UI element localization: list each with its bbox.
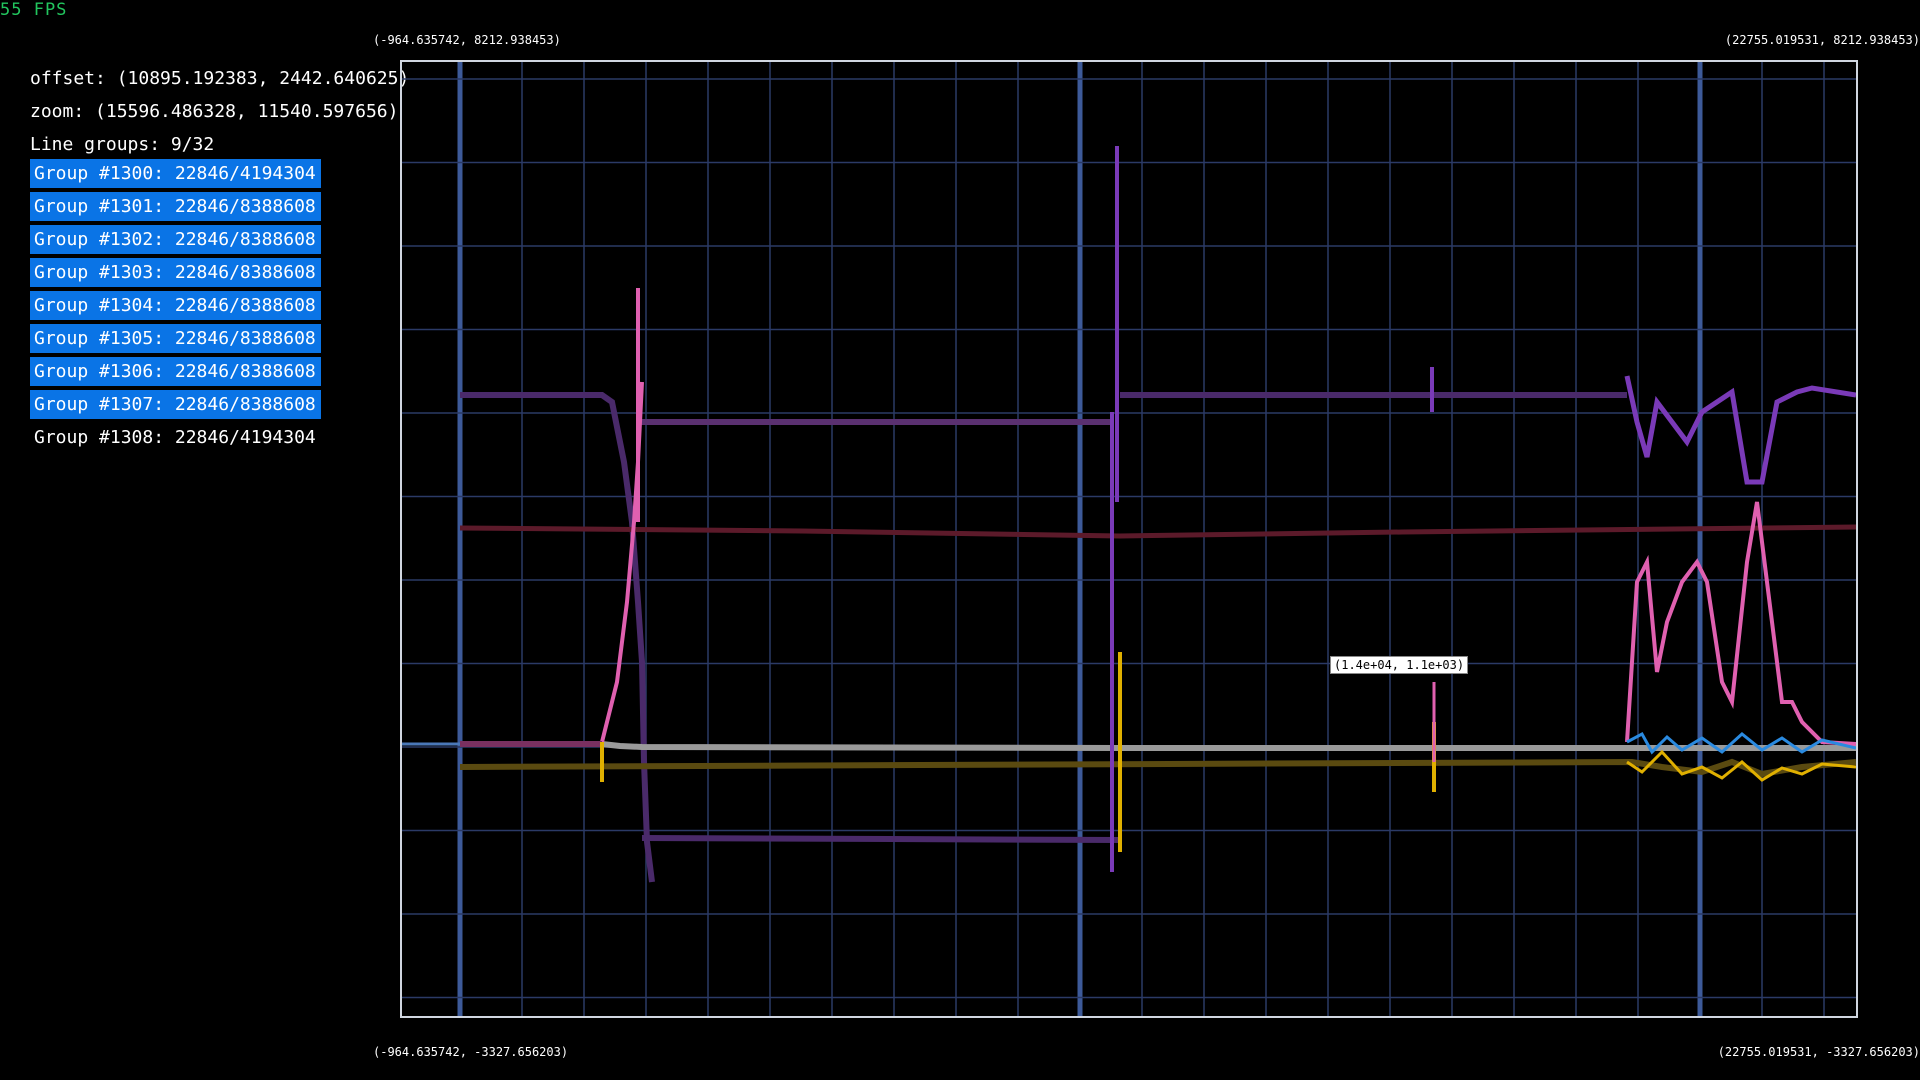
group-item-1305[interactable]: Group #1305: 22846/8388608 — [30, 324, 321, 353]
group-item-1304[interactable]: Group #1304: 22846/8388608 — [30, 291, 321, 320]
plot-canvas[interactable]: (1.4e+04, 1.1e+03) — [400, 60, 1858, 1018]
group-label: Group #1305: 22846/8388608 — [34, 328, 316, 349]
plot-svg — [402, 62, 1856, 1016]
signal-lines — [402, 146, 1856, 883]
group-label: Group #1308: 22846/4194304 — [34, 427, 316, 448]
group-label: Group #1307: 22846/8388608 — [34, 394, 316, 415]
corner-bottom-left-coord: (-964.635742, -3327.656203) — [373, 1045, 569, 1059]
group-label: Group #1301: 22846/8388608 — [34, 196, 316, 217]
group-item-1307[interactable]: Group #1307: 22846/8388608 — [30, 390, 321, 419]
corner-top-right-coord: (22755.019531, 8212.938453) — [1724, 33, 1920, 47]
maroon-series — [459, 524, 1856, 539]
pink-right-series — [1625, 501, 1856, 746]
line-groups-count: Line groups: 9/32 — [30, 134, 215, 155]
purple-bottom-series — [641, 835, 1121, 843]
purple-right-series — [1624, 375, 1856, 485]
group-item-1301[interactable]: Group #1301: 22846/8388608 — [30, 192, 321, 221]
group-item-1308[interactable]: Group #1308: 22846/4194304 — [30, 423, 321, 452]
group-label: Group #1306: 22846/8388608 — [34, 361, 316, 382]
group-label: Group #1302: 22846/8388608 — [34, 229, 316, 250]
group-list: Group #1300: 22846/4194304 Group #1301: … — [30, 159, 321, 456]
group-label: Group #1303: 22846/8388608 — [34, 262, 316, 283]
corner-top-left-coord: (-964.635742, 8212.938453) — [373, 33, 561, 47]
group-item-1306[interactable]: Group #1306: 22846/8388608 — [30, 357, 321, 386]
group-label: Group #1300: 22846/4194304 — [34, 163, 316, 184]
fps-counter: 55 FPS — [0, 0, 68, 20]
purple-top-series — [460, 392, 655, 883]
group-item-1300[interactable]: Group #1300: 22846/4194304 — [30, 159, 321, 188]
hover-tooltip: (1.4e+04, 1.1e+03) — [1330, 656, 1469, 674]
yellow-right-series — [1626, 749, 1856, 782]
group-item-1303[interactable]: Group #1303: 22846/8388608 — [30, 258, 321, 287]
corner-bottom-right-coord: (22755.019531, -3327.656203) — [1717, 1045, 1920, 1059]
grid-lines — [402, 62, 1856, 1016]
olive-series — [459, 758, 1856, 778]
blue-right-series — [1626, 731, 1856, 755]
info-panel: offset: (10895.192383, 2442.640625) zoom… — [30, 62, 409, 161]
group-item-1302[interactable]: Group #1302: 22846/8388608 — [30, 225, 321, 254]
group-label: Group #1304: 22846/8388608 — [34, 295, 316, 316]
zoom-readout: zoom: (15596.486328, 11540.597656) — [30, 101, 399, 122]
offset-readout: offset: (10895.192383, 2442.640625) — [30, 68, 410, 89]
